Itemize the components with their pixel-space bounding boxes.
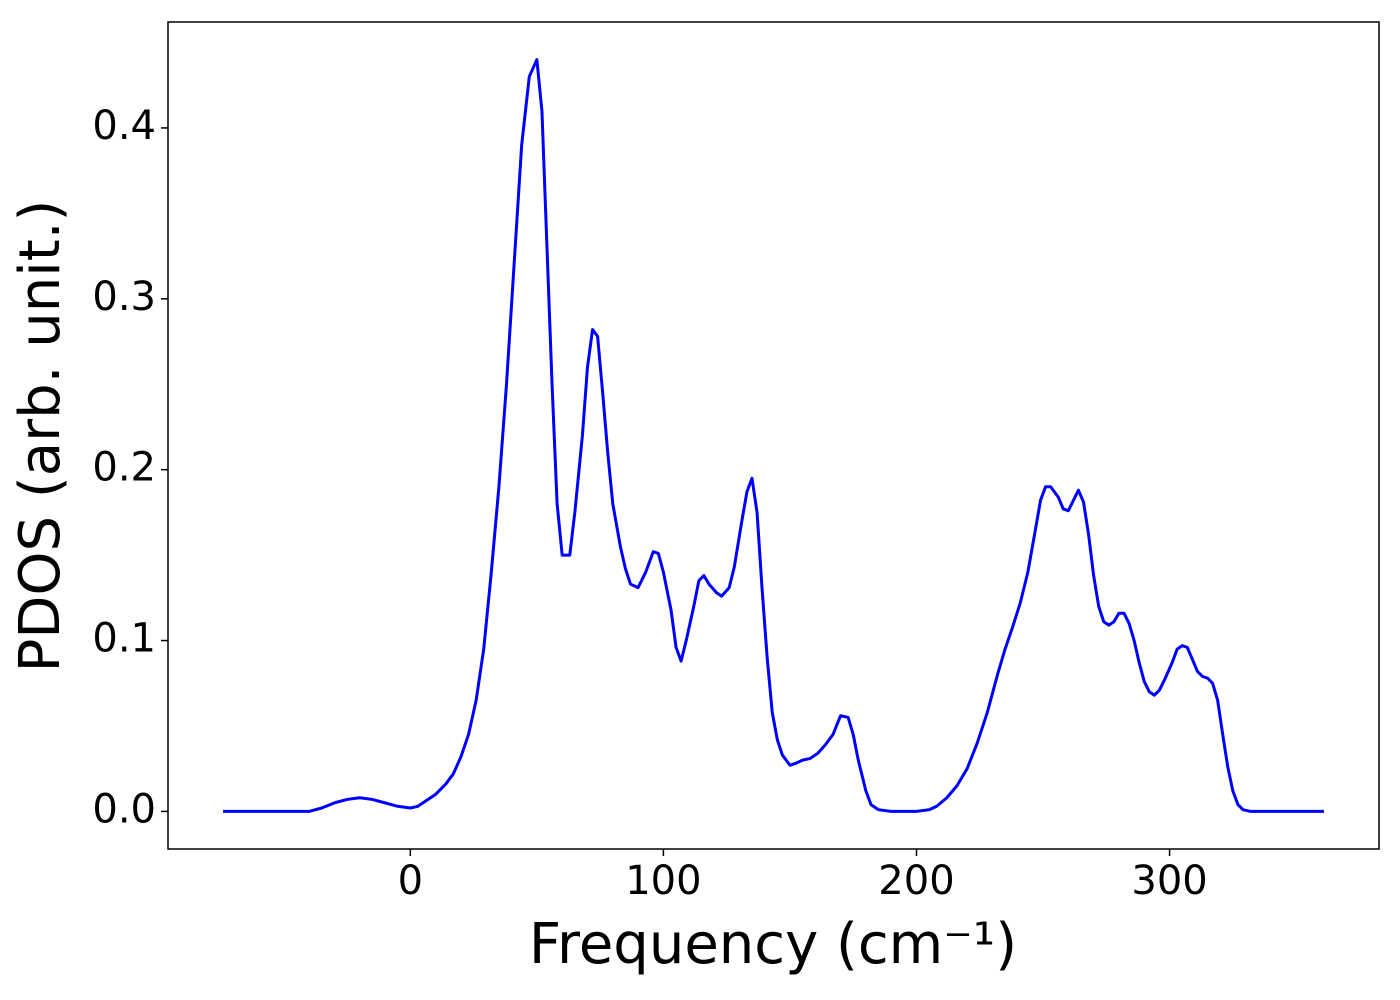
y-tick-label: 0.1 xyxy=(92,616,156,662)
x-tick-label: 300 xyxy=(1131,858,1207,904)
plot-frame xyxy=(167,21,1380,850)
x-axis-label: Frequency (cm⁻¹) xyxy=(529,912,1017,977)
x-tick-label: 200 xyxy=(878,858,954,904)
y-tick-label: 0.4 xyxy=(92,103,156,149)
y-axis-label: PDOS (arb. unit.) xyxy=(8,200,73,673)
data-line xyxy=(223,58,1324,813)
x-tick-label: 100 xyxy=(625,858,701,904)
y-tick-label: 0.2 xyxy=(92,445,156,491)
y-tick-label: 0.0 xyxy=(92,786,156,832)
y-tick-label: 0.3 xyxy=(92,274,156,320)
x-tick-label: 0 xyxy=(398,858,423,904)
